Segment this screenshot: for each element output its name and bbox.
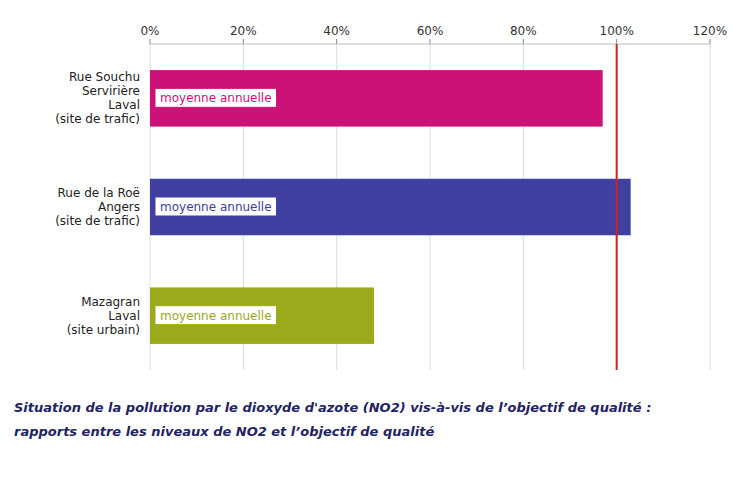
bars (150, 70, 631, 344)
bar-annotation: moyenne annuelle (155, 306, 277, 325)
annotation-text: moyenne annuelle (160, 200, 272, 214)
category-label-line: (site urbain) (67, 323, 140, 337)
annotation-text: moyenne annuelle (160, 91, 272, 105)
category-label-line: Laval (108, 98, 140, 112)
category-label-line: (site de trafic) (55, 214, 140, 228)
caption: rapports entre les niveaux de NO2 et l’o… (14, 424, 434, 439)
annotation-box (155, 306, 277, 325)
category-label: Rue SouchuServirièreLaval(site de trafic… (55, 70, 140, 126)
annotation-box (155, 197, 277, 216)
tick-mark (523, 39, 524, 44)
category-label-line: Angers (98, 200, 140, 214)
tick-label: 0% (140, 24, 159, 38)
category-label-line: (site de trafic) (55, 112, 140, 126)
tick-mark (150, 39, 151, 44)
bar (150, 287, 374, 344)
category-label: MazagranLaval(site urbain) (67, 295, 140, 337)
tick-label: 40% (323, 24, 350, 38)
x-axis-line (150, 44, 710, 45)
tick-mark (616, 39, 617, 44)
category-label-line: Mazagran (81, 295, 140, 309)
tick-label: 120% (693, 24, 727, 38)
caption: Situation de la pollution par le dioxyde… (14, 400, 651, 415)
category-label: Rue de la RoëAngers(site de trafic) (55, 186, 140, 228)
tick-mark (430, 39, 431, 44)
annotation-box (155, 88, 277, 107)
category-label-line: Laval (108, 309, 140, 323)
grid (150, 39, 710, 370)
tick-mark (336, 39, 337, 44)
grid-line (710, 44, 711, 370)
bar-annotation: moyenne annuelle (155, 88, 277, 107)
annotation-text: moyenne annuelle (160, 309, 272, 323)
reference-line-group (616, 44, 617, 370)
tick-label: 100% (600, 24, 634, 38)
category-label-line: Rue Souchu (69, 70, 140, 84)
category-label-line: Rue de la Roë (58, 186, 140, 200)
bar (150, 179, 631, 236)
bar-annotation: moyenne annuelle (155, 197, 277, 216)
tick-label: 60% (417, 24, 444, 38)
tick-mark (710, 39, 711, 44)
tick-label: 20% (230, 24, 257, 38)
tick-mark (243, 39, 244, 44)
reference-line (616, 44, 618, 370)
bar (150, 70, 603, 127)
grid-line (616, 44, 617, 370)
category-label-line: Servirière (82, 84, 140, 98)
tick-label: 80% (510, 24, 537, 38)
chart: 0%20%40%60%80%100%120%MazagranLaval(site… (0, 0, 734, 484)
